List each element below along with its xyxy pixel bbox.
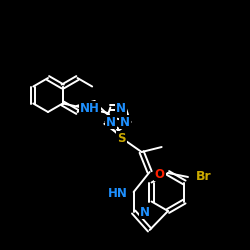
Text: S: S bbox=[118, 132, 126, 144]
Text: N: N bbox=[140, 206, 150, 218]
Text: N: N bbox=[120, 116, 130, 128]
Text: O: O bbox=[155, 168, 165, 180]
Text: Br: Br bbox=[196, 170, 212, 183]
Text: NH: NH bbox=[80, 102, 100, 115]
Text: N: N bbox=[116, 102, 126, 115]
Text: N: N bbox=[106, 116, 116, 128]
Text: HN: HN bbox=[108, 186, 128, 200]
